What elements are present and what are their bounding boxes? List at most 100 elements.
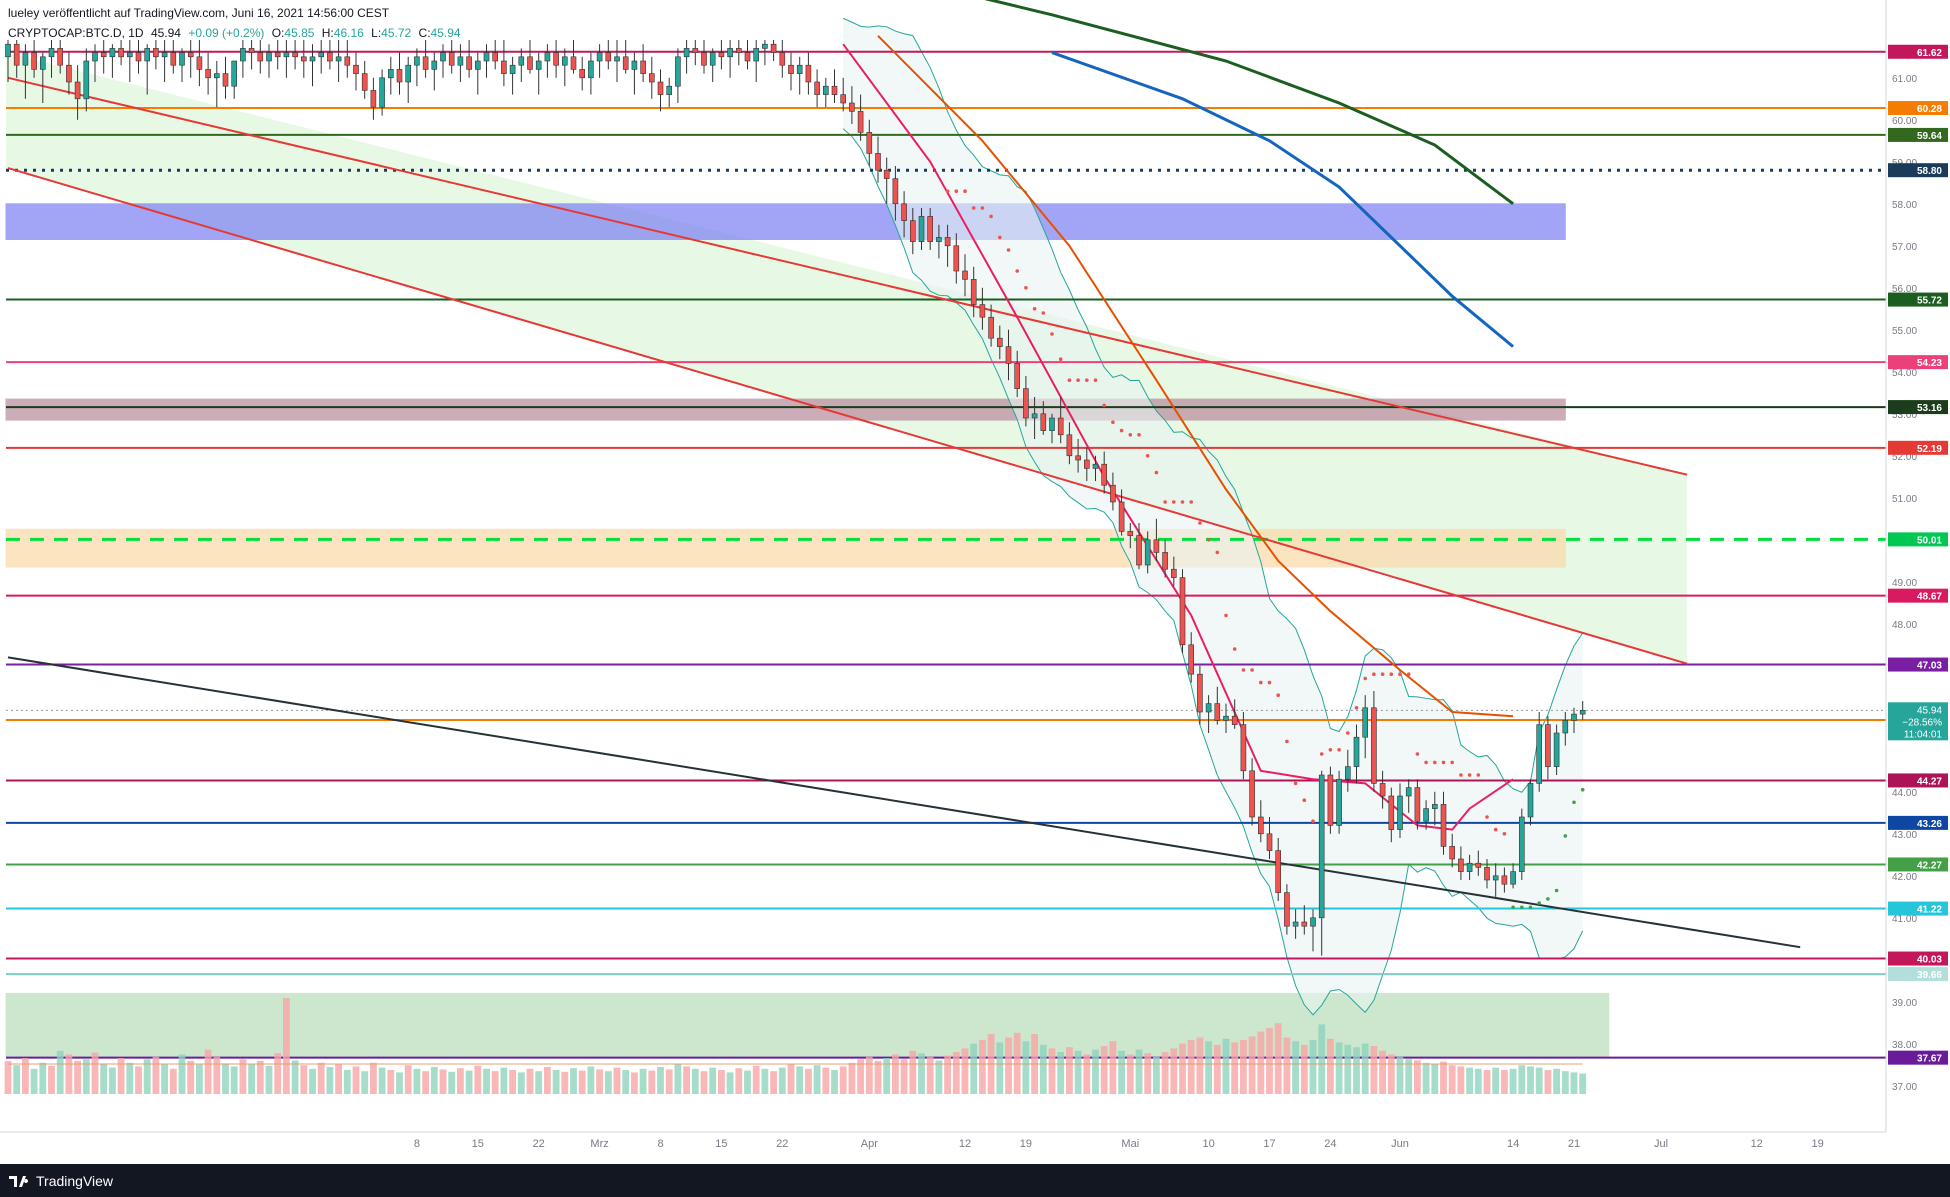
- candle-body[interactable]: [875, 153, 881, 171]
- candle-body[interactable]: [144, 48, 150, 62]
- candle-body[interactable]: [1475, 862, 1482, 868]
- candle-body[interactable]: [1388, 795, 1395, 830]
- candle-body[interactable]: [1092, 463, 1099, 469]
- level-label[interactable]: 42.27: [1917, 860, 1942, 871]
- price-axis[interactable]: 37.00 38.00 39.00 41.00 42.00 43.00 44.00 48.00…: [1885, 0, 1950, 1164]
- candle-body[interactable]: [353, 64, 359, 74]
- candle-body[interactable]: [909, 220, 916, 242]
- candle-body[interactable]: [979, 304, 986, 318]
- candle-body[interactable]: [936, 237, 942, 242]
- candle-body[interactable]: [1458, 858, 1464, 872]
- candle-body[interactable]: [527, 56, 533, 70]
- candle-body[interactable]: [300, 56, 307, 62]
- candle-body[interactable]: [701, 52, 707, 66]
- candle-body[interactable]: [866, 132, 873, 154]
- candle-body[interactable]: [440, 52, 446, 62]
- candle-body[interactable]: [735, 48, 742, 53]
- candle-body[interactable]: [1562, 720, 1569, 734]
- candle-body[interactable]: [849, 102, 855, 112]
- candle-body[interactable]: [1536, 724, 1542, 784]
- candle-body[interactable]: [1284, 892, 1290, 927]
- candle-body[interactable]: [788, 64, 794, 74]
- candle-body[interactable]: [561, 56, 568, 66]
- candle-body[interactable]: [153, 48, 159, 58]
- candle-body[interactable]: [1545, 724, 1551, 767]
- candle-body[interactable]: [1223, 715, 1229, 721]
- candle-body[interactable]: [1414, 787, 1421, 822]
- candle-body[interactable]: [1371, 707, 1377, 784]
- candle-body[interactable]: [596, 52, 603, 62]
- candle-body[interactable]: [622, 56, 629, 70]
- candle-body[interactable]: [1144, 539, 1151, 566]
- candle-body[interactable]: [953, 245, 960, 272]
- candle-body[interactable]: [1432, 804, 1438, 809]
- candle-body[interactable]: [1049, 417, 1055, 431]
- level-label[interactable]: 41.22: [1917, 905, 1942, 916]
- candle-body[interactable]: [39, 56, 46, 70]
- level-label[interactable]: 48.67: [1917, 592, 1942, 603]
- candle-body[interactable]: [118, 48, 124, 58]
- level-label[interactable]: 44.27: [1917, 776, 1942, 787]
- candle-body[interactable]: [1249, 770, 1255, 818]
- candle-body[interactable]: [770, 43, 777, 53]
- candle-body[interactable]: [553, 52, 559, 66]
- candle-body[interactable]: [1466, 862, 1473, 872]
- candle-body[interactable]: [753, 48, 760, 62]
- candle-body[interactable]: [74, 81, 81, 100]
- candle-body[interactable]: [918, 216, 925, 242]
- level-label[interactable]: 50.01: [1917, 535, 1942, 546]
- candle-body[interactable]: [179, 52, 185, 66]
- candle-body[interactable]: [1075, 455, 1081, 461]
- candle-body[interactable]: [240, 48, 246, 62]
- candle-body[interactable]: [1127, 531, 1134, 536]
- candle-body[interactable]: [544, 52, 551, 62]
- candle-body[interactable]: [283, 52, 290, 58]
- candle-body[interactable]: [1162, 552, 1168, 570]
- candle-body[interactable]: [1501, 875, 1508, 885]
- level-label[interactable]: 53.16: [1917, 403, 1942, 414]
- candle-body[interactable]: [1301, 921, 1308, 927]
- candle-body[interactable]: [840, 94, 847, 104]
- candle-body[interactable]: [92, 52, 98, 62]
- candle-body[interactable]: [248, 48, 255, 53]
- candle-body[interactable]: [414, 56, 420, 66]
- candle-body[interactable]: [109, 48, 116, 58]
- level-label[interactable]: 61.62: [1917, 48, 1942, 59]
- candle-body[interactable]: [927, 216, 934, 242]
- candle-body[interactable]: [1031, 413, 1038, 419]
- candle-body[interactable]: [318, 52, 325, 58]
- level-label[interactable]: 60.28: [1917, 104, 1942, 115]
- level-label[interactable]: 37.67: [1917, 1054, 1942, 1065]
- candle-body[interactable]: [127, 52, 133, 58]
- candle-body[interactable]: [822, 85, 829, 95]
- candle-body[interactable]: [1153, 539, 1160, 553]
- level-label[interactable]: 39.66: [1917, 970, 1942, 981]
- candle-body[interactable]: [1023, 388, 1029, 419]
- level-label[interactable]: 58.80: [1917, 166, 1942, 177]
- level-label[interactable]: 43.26: [1917, 819, 1942, 830]
- candle-body[interactable]: [588, 60, 594, 79]
- candle-body[interactable]: [962, 270, 968, 280]
- candle-body[interactable]: [1310, 917, 1316, 927]
- candle-body[interactable]: [1379, 783, 1386, 797]
- candle-body[interactable]: [1171, 568, 1177, 578]
- level-label[interactable]: 55.72: [1917, 296, 1942, 307]
- candle-body[interactable]: [692, 48, 699, 53]
- candle-body[interactable]: [1205, 703, 1212, 713]
- candle-body[interactable]: [431, 60, 438, 70]
- level-label[interactable]: 54.23: [1917, 358, 1942, 369]
- candle-body[interactable]: [1188, 644, 1194, 675]
- candle-body[interactable]: [1258, 816, 1264, 835]
- candle-body[interactable]: [1362, 707, 1368, 738]
- candle-body[interactable]: [1345, 766, 1351, 780]
- candle-body[interactable]: [474, 60, 481, 70]
- candle-body[interactable]: [1440, 804, 1447, 847]
- candle-body[interactable]: [901, 203, 907, 221]
- candle-body[interactable]: [387, 69, 394, 79]
- candle-body[interactable]: [370, 90, 377, 108]
- candle-body[interactable]: [266, 52, 272, 62]
- candle-body[interactable]: [379, 77, 385, 108]
- candle-body[interactable]: [483, 52, 490, 62]
- candle-body[interactable]: [796, 64, 803, 74]
- candle-body[interactable]: [1519, 816, 1525, 872]
